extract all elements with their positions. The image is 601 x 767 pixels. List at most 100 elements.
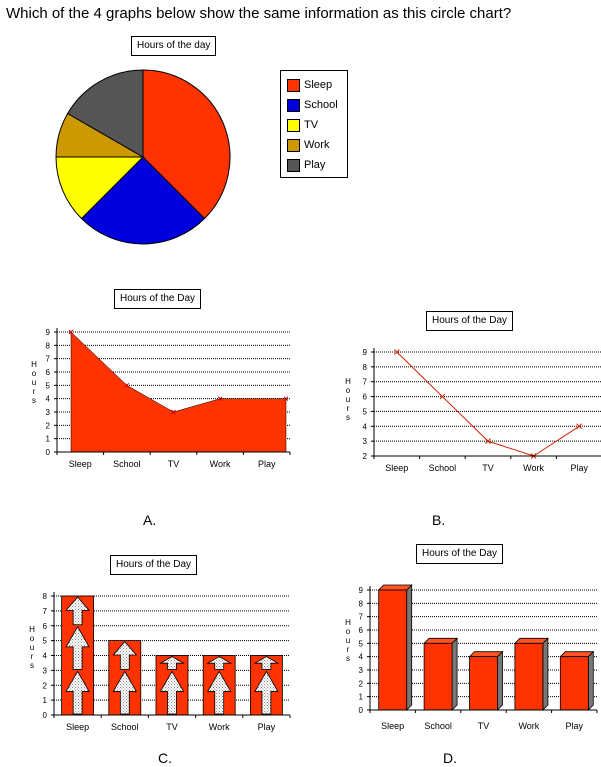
legend-label: Work — [304, 139, 330, 151]
bar-side — [497, 650, 503, 711]
y-tick-label: 1 — [43, 696, 48, 705]
legend-item-work: Work — [287, 137, 329, 153]
legend-label: School — [304, 99, 338, 111]
arrow-pictogram — [206, 670, 232, 715]
bar-work — [513, 637, 549, 711]
legend-item-sleep: Sleep — [287, 77, 332, 93]
bar-sleep — [61, 595, 94, 716]
chart-a: 0 1 2 3 4 5 6 7 8 9 Hours Sleep School TV Work Play — [31, 328, 291, 469]
chart-d: 0 1 2 3 4 5 6 7 8 9 Hours Sleep School TV Work Play — [345, 584, 598, 731]
y-tick-label: 7 — [359, 613, 364, 622]
option-b-label[interactable]: B. — [432, 512, 446, 528]
y-axis-label-letter: o — [346, 627, 351, 636]
pie-chart-title: Hours of the day — [131, 36, 217, 56]
y-tick-label: 5 — [46, 381, 51, 390]
y-tick-label: 4 — [359, 653, 364, 662]
legend-swatch — [287, 158, 300, 172]
bar-face — [423, 642, 453, 711]
data-point-tv — [485, 438, 491, 444]
y-tick-label: 8 — [363, 363, 368, 372]
y-axis-label-letter: r — [33, 387, 36, 396]
x-tick-label-sleep: Sleep — [66, 722, 89, 732]
y-tick-label: 2 — [43, 681, 48, 690]
y-axis-label-letter: H — [345, 618, 351, 627]
y-tick-label: 4 — [363, 422, 368, 431]
y-axis-label-letter: r — [347, 404, 350, 413]
chart-c: 0 1 2 3 4 5 6 7 8 Hours Sleep School TV Work Play — [29, 592, 291, 732]
x-tick-label-sleep: Sleep — [69, 459, 92, 469]
arrow-pictogram — [253, 656, 280, 670]
x-tick-label-tv: TV — [482, 463, 494, 473]
series-line — [396, 351, 580, 457]
y-axis-label-letter: o — [346, 386, 351, 395]
y-axis-label-letter: H — [31, 360, 37, 369]
data-point-school — [124, 382, 130, 388]
y-tick-label: 9 — [359, 586, 364, 595]
chart-b-title: Hours of the Day — [426, 311, 514, 331]
arrow-pictogram — [112, 641, 138, 670]
y-tick-label: 6 — [43, 622, 48, 631]
y-tick-label: 5 — [363, 407, 368, 416]
arrow-pictogram — [65, 670, 90, 715]
x-tick-label-work: Work — [523, 463, 544, 473]
x-tick-label-play: Play — [258, 459, 276, 469]
legend-swatch — [287, 118, 300, 132]
y-tick-label: 2 — [363, 452, 368, 461]
pie-legend: Sleep School TV Work Play — [280, 70, 348, 178]
legend-item-tv: TV — [287, 117, 318, 133]
y-tick-label: 8 — [43, 592, 48, 601]
y-axis-label-letter: r — [31, 652, 34, 661]
arrow-pictogram — [159, 670, 185, 715]
y-tick-label: 3 — [363, 437, 368, 446]
bar-sleep — [377, 584, 413, 711]
x-tick-label-school: School — [424, 721, 452, 731]
legend-item-school: School — [287, 97, 338, 113]
chart-c-title: Hours of the Day — [110, 555, 198, 575]
y-axis-label-letter: H — [345, 377, 351, 386]
bar-top — [559, 651, 595, 658]
data-point-sleep — [393, 349, 400, 355]
y-tick-label: 5 — [359, 639, 364, 648]
bar-face — [514, 642, 544, 711]
y-tick-label: 3 — [359, 666, 364, 675]
bar-side — [542, 637, 549, 711]
bar-tv — [155, 655, 189, 716]
bar-face — [469, 656, 498, 711]
chart-b: 2 3 4 5 6 7 8 9 Hours Sleep School TV Work Play — [345, 348, 601, 473]
y-tick-label: 0 — [43, 711, 48, 720]
y-tick-label: 3 — [43, 666, 48, 675]
option-d-label[interactable]: D. — [443, 750, 457, 766]
bar-face — [559, 656, 589, 711]
y-tick-label: 3 — [46, 408, 51, 417]
x-tick-label-tv: TV — [168, 459, 180, 469]
bar-play — [249, 655, 283, 716]
bar-top — [377, 584, 413, 591]
bar-side — [451, 637, 458, 711]
y-axis-label-letter: u — [346, 636, 350, 645]
option-a-label[interactable]: A. — [143, 512, 157, 528]
y-tick-label: 2 — [46, 421, 51, 430]
y-tick-label: 9 — [46, 328, 51, 337]
y-tick-label: 6 — [359, 626, 364, 635]
arrow-pictogram — [158, 656, 186, 670]
bar-play — [559, 650, 595, 711]
data-point-play — [576, 423, 583, 430]
y-tick-label: 5 — [43, 637, 48, 646]
pie-slice-play — [66, 69, 144, 158]
legend-label: TV — [304, 119, 319, 131]
option-c-label[interactable]: C. — [158, 750, 172, 766]
y-axis-label-letter: o — [30, 634, 35, 643]
chart-a-title: Hours of the Day — [114, 289, 202, 309]
bar-tv — [468, 650, 504, 711]
x-tick-label-play: Play — [570, 463, 588, 473]
bar-top — [423, 637, 459, 644]
x-tick-label-work: Work — [209, 722, 230, 732]
y-axis-label-letter: u — [346, 395, 350, 404]
y-axis-label-letter: s — [346, 654, 350, 663]
data-point-tv — [171, 409, 176, 415]
legend-swatch — [287, 98, 300, 112]
pie-slice-tv — [55, 156, 145, 220]
bar-face — [378, 589, 408, 711]
data-point-play — [283, 396, 289, 402]
legend-swatch — [287, 78, 300, 92]
